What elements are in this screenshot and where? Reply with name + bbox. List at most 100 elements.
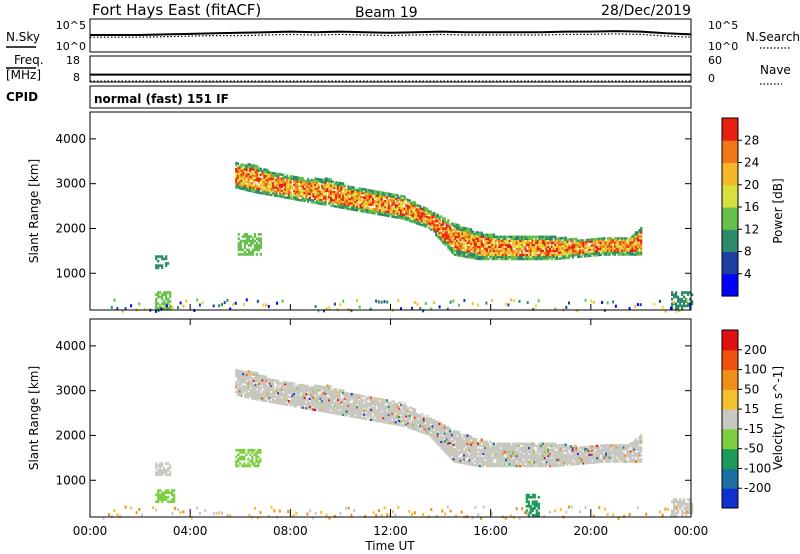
range-cell bbox=[407, 421, 410, 425]
range-cell bbox=[263, 192, 266, 195]
range-cell bbox=[282, 181, 285, 185]
range-cell bbox=[426, 420, 429, 424]
range-cell bbox=[606, 253, 609, 256]
range-cell bbox=[580, 255, 583, 258]
range-cell bbox=[247, 372, 250, 375]
range-cell bbox=[584, 454, 587, 457]
range-cell bbox=[456, 458, 459, 462]
range-cell bbox=[235, 161, 238, 165]
range-cell bbox=[543, 257, 546, 261]
range-cell bbox=[461, 451, 464, 455]
range-cell bbox=[394, 201, 397, 205]
range-cell bbox=[282, 386, 285, 390]
range-cell bbox=[289, 400, 292, 403]
range-cell bbox=[496, 456, 499, 460]
range-cell bbox=[377, 417, 380, 421]
range-cell bbox=[452, 431, 455, 435]
range-cell bbox=[540, 241, 543, 245]
range-cell bbox=[489, 239, 492, 243]
range-cell bbox=[526, 249, 529, 253]
range-cell bbox=[286, 391, 289, 394]
range-cell bbox=[526, 454, 529, 458]
range-cell bbox=[473, 232, 476, 236]
range-cell bbox=[412, 423, 415, 427]
range-cell bbox=[282, 402, 285, 406]
range-cell bbox=[428, 433, 431, 436]
range-cell bbox=[603, 249, 606, 252]
range-cell bbox=[585, 240, 588, 244]
range-cell bbox=[398, 214, 401, 218]
range-cell bbox=[606, 239, 609, 242]
range-cell bbox=[464, 227, 467, 230]
range-cell bbox=[389, 414, 392, 417]
range-cell bbox=[377, 403, 380, 407]
range-cell bbox=[447, 425, 450, 429]
range-cell bbox=[529, 243, 532, 247]
range-cell bbox=[366, 412, 369, 415]
range-cell bbox=[301, 191, 304, 194]
range-cell bbox=[528, 253, 531, 257]
range-cell bbox=[598, 249, 601, 253]
range-cell bbox=[592, 238, 595, 241]
range-cell bbox=[459, 238, 462, 241]
range-cell bbox=[294, 188, 297, 191]
range-cell bbox=[477, 464, 480, 468]
range-cell bbox=[549, 448, 552, 452]
range-cell bbox=[312, 408, 315, 411]
range-cell bbox=[617, 241, 620, 244]
range-cell bbox=[361, 400, 364, 404]
range-cell bbox=[289, 382, 292, 385]
range-cell bbox=[531, 452, 534, 456]
range-cell bbox=[592, 242, 595, 245]
range-cell bbox=[321, 180, 324, 184]
range-cell bbox=[315, 404, 318, 408]
range-cell bbox=[426, 428, 429, 432]
range-cell bbox=[291, 394, 294, 397]
range-cell bbox=[542, 241, 545, 245]
range-cell bbox=[259, 173, 262, 177]
range-cell bbox=[470, 248, 473, 251]
range-cell bbox=[391, 414, 394, 417]
range-cell bbox=[631, 251, 634, 254]
range-cell bbox=[528, 257, 531, 261]
range-cell bbox=[466, 229, 469, 232]
range-cell bbox=[270, 171, 273, 175]
range-cell bbox=[401, 416, 404, 419]
range-cell bbox=[296, 393, 299, 396]
range-cell bbox=[542, 450, 545, 454]
range-cell bbox=[492, 444, 495, 448]
range-cell bbox=[452, 232, 455, 236]
range-cell bbox=[568, 250, 571, 253]
range-cell bbox=[457, 246, 460, 249]
range-cell bbox=[433, 230, 436, 233]
range-cell bbox=[489, 446, 492, 450]
range-cell bbox=[240, 390, 243, 393]
range-cell bbox=[687, 291, 690, 294]
range-cell bbox=[428, 210, 431, 213]
range-cell bbox=[245, 164, 248, 168]
range-cell bbox=[319, 395, 322, 398]
range-cell bbox=[384, 206, 387, 209]
range-cell bbox=[519, 456, 522, 460]
range-cell bbox=[550, 251, 553, 255]
range-cell bbox=[449, 446, 452, 449]
range-cell bbox=[251, 389, 254, 392]
range-cell bbox=[464, 442, 467, 445]
range-cell bbox=[436, 219, 439, 223]
range-cell bbox=[268, 392, 271, 395]
range-cell bbox=[394, 197, 397, 201]
range-cell bbox=[408, 426, 411, 430]
range-cell bbox=[636, 231, 639, 234]
noise-series-0 bbox=[90, 30, 692, 36]
range-cell bbox=[238, 373, 241, 377]
range-cell bbox=[489, 464, 492, 468]
range-cell bbox=[382, 201, 385, 205]
range-cell bbox=[438, 227, 441, 231]
range-cell bbox=[340, 409, 343, 412]
range-cell bbox=[466, 241, 469, 245]
range-cell bbox=[450, 451, 453, 455]
range-cell bbox=[452, 250, 455, 254]
range-cell bbox=[513, 298, 515, 302]
range-cell bbox=[249, 189, 252, 193]
range-cell bbox=[457, 303, 460, 307]
